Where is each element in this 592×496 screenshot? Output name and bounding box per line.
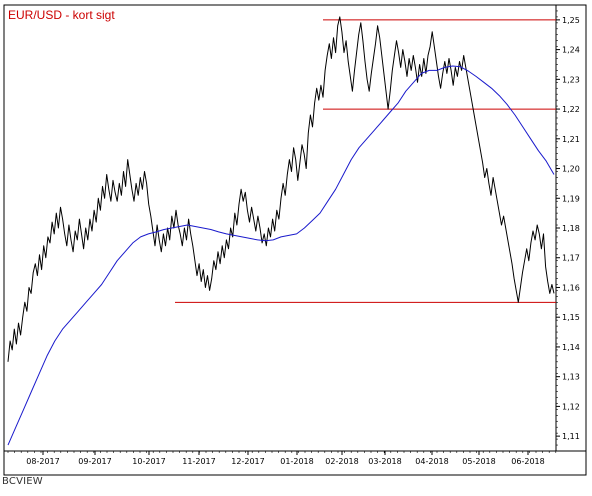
price-series-group <box>7 16 555 446</box>
resistance-support-lines <box>175 19 556 303</box>
footer-brand: BCVIEW <box>2 476 43 487</box>
chart-title: EUR/USD - kort sigt <box>8 8 115 22</box>
x-tick-label: 09-2017 <box>78 457 111 466</box>
y-tick-label: 1,22 <box>562 105 580 114</box>
y-tick-label: 1,16 <box>562 283 580 292</box>
y-tick-label: 1,20 <box>562 165 580 174</box>
y-tick-label: 1,17 <box>562 254 580 263</box>
y-tick-label: 1,11 <box>562 432 580 441</box>
price-series-line <box>7 16 555 362</box>
x-axis-ticks: 08-2017 09-2017 10-2017 11-2017 12-2017 01-20… <box>7 451 557 466</box>
x-tick-label: 01-2018 <box>280 457 313 466</box>
x-tick-label: 02-2018 <box>325 457 358 466</box>
x-tick-label: 12-2017 <box>231 457 264 466</box>
y-axis-ticks: 1,11 1,12 1,13 1,14 1,15 1,16 1,17 1,18 1,19 1,20… <box>556 10 580 452</box>
x-tick-label: 05-2018 <box>462 457 495 466</box>
y-tick-label: 1,18 <box>562 224 580 233</box>
y-tick-label: 1,23 <box>562 75 580 84</box>
x-tick-label: 10-2017 <box>132 457 165 466</box>
x-tick-label: 03-2018 <box>368 457 401 466</box>
y-tick-label: 1,12 <box>562 402 580 411</box>
moving-average-line <box>7 65 555 446</box>
x-tick-label: 08-2017 <box>26 457 59 466</box>
y-tick-label: 1,21 <box>562 135 580 144</box>
y-tick-label: 1,13 <box>562 373 580 382</box>
x-tick-label: 11-2017 <box>182 457 215 466</box>
y-tick-label: 1,25 <box>562 16 580 25</box>
y-tick-label: 1,24 <box>562 46 580 55</box>
x-tick-label: 06-2018 <box>511 457 544 466</box>
y-tick-label: 1,15 <box>562 313 580 322</box>
y-tick-label: 1,14 <box>562 343 580 352</box>
x-tick-label: 04-2018 <box>415 457 448 466</box>
y-tick-label: 1,19 <box>562 194 580 203</box>
plot-frame <box>3 4 587 476</box>
